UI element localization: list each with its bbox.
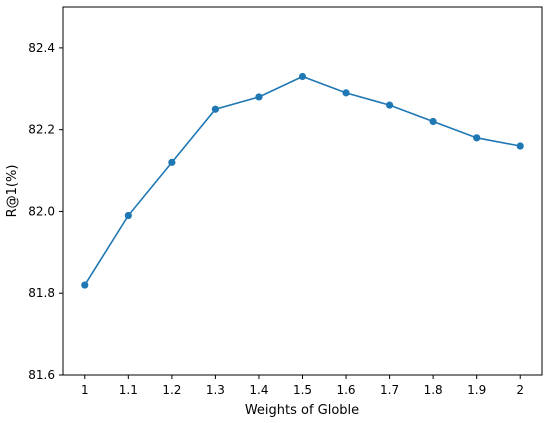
x-tick-label: 1.2 (162, 383, 181, 397)
y-tick-label: 82.0 (28, 204, 55, 218)
data-point (211, 105, 220, 113)
data-point (516, 142, 524, 150)
x-tick-label: 1.3 (206, 383, 225, 397)
x-tick-label: 1 (81, 383, 89, 397)
data-point (298, 72, 307, 81)
x-tick-label: 2 (516, 383, 524, 397)
y-tick-label: 81.8 (28, 286, 55, 300)
x-tick-label: 1.1 (119, 383, 138, 397)
data-point (473, 134, 481, 142)
series-layer (81, 72, 524, 289)
x-axis-ticks: 1 1.1 1.2 1.3 1.4 1.5 1.6 1.7 1.8 1.9 2 (81, 375, 524, 397)
y-tick-label: 81.6 (28, 368, 55, 382)
x-axis-label: Weights of Globle (245, 403, 359, 418)
data-point (255, 93, 263, 101)
y-tick-label: 82.2 (28, 123, 55, 137)
y-tick-label: 82.4 (28, 41, 55, 55)
data-point (342, 89, 350, 97)
x-tick-label: 1.7 (380, 383, 399, 397)
data-point (81, 281, 89, 289)
x-tick-label: 1.6 (336, 383, 355, 397)
x-tick-label: 1.8 (424, 383, 443, 397)
data-point (385, 101, 394, 109)
x-tick-label: 1.9 (467, 383, 486, 397)
data-point (429, 117, 437, 126)
y-axis-ticks: 81.6 81.8 82.0 82.2 82.4 (28, 41, 63, 382)
x-tick-label: 1.5 (293, 383, 312, 397)
data-point (124, 211, 132, 220)
y-axis-label: R@1(%) (5, 165, 20, 218)
data-point (168, 158, 176, 166)
x-tick-label: 1.4 (249, 383, 268, 397)
